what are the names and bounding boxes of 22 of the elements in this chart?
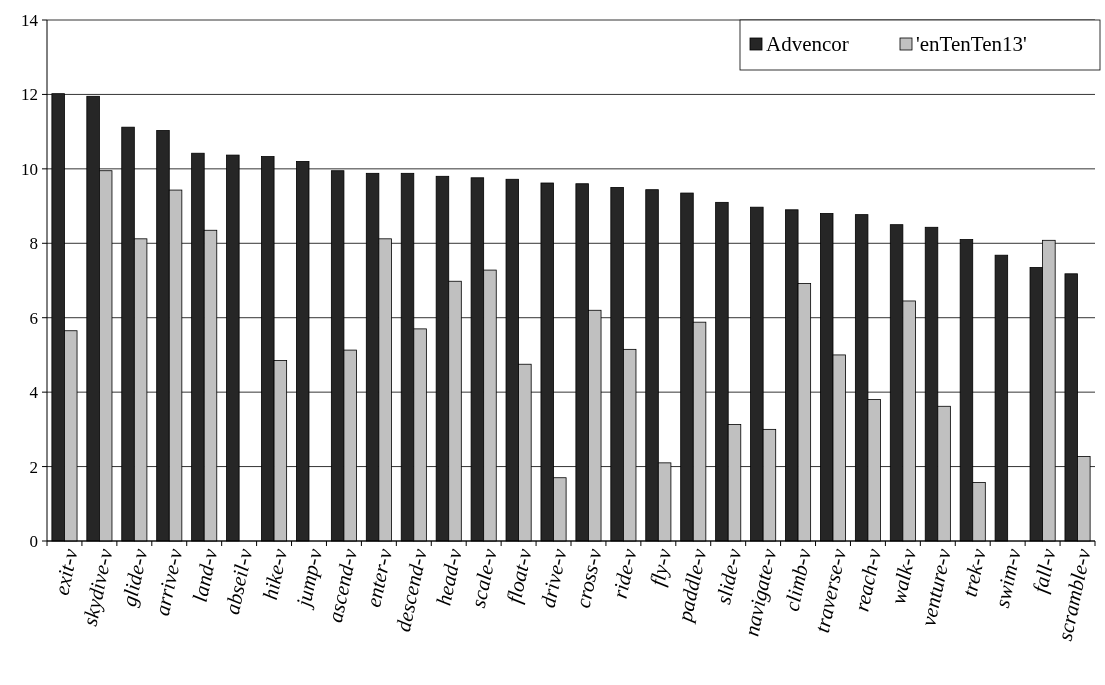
x-tick-label: scale-v — [465, 545, 502, 610]
y-tick-label: 12 — [21, 85, 38, 105]
y-tick-label: 8 — [29, 234, 38, 254]
y-tick-label: 6 — [29, 308, 38, 328]
x-tick-label: trek-v — [957, 545, 991, 599]
x-tick-label: swim-v — [989, 545, 1026, 610]
x-tick-label: cross-v — [570, 545, 607, 611]
x-tick-label: ride-v — [607, 545, 642, 601]
x-tick-label: hike-v — [258, 545, 293, 602]
x-tick-label: fall-v — [1027, 545, 1061, 595]
x-tick-label: drive-v — [535, 545, 572, 610]
legend-label: Advencor — [766, 32, 849, 57]
y-tick-label: 2 — [29, 457, 38, 477]
x-tick-label: float-v — [501, 545, 537, 606]
y-tick-label: 0 — [29, 531, 38, 551]
x-tick-label: reach-v — [849, 545, 887, 614]
y-tick-label: 10 — [21, 159, 38, 179]
legend-label: 'enTenTen13' — [916, 32, 1027, 57]
x-tick-label: slide-v — [711, 545, 747, 607]
y-tick-label: 14 — [21, 10, 39, 30]
y-tick-label: 4 — [29, 383, 39, 403]
x-tick-label: head-v — [431, 545, 467, 608]
